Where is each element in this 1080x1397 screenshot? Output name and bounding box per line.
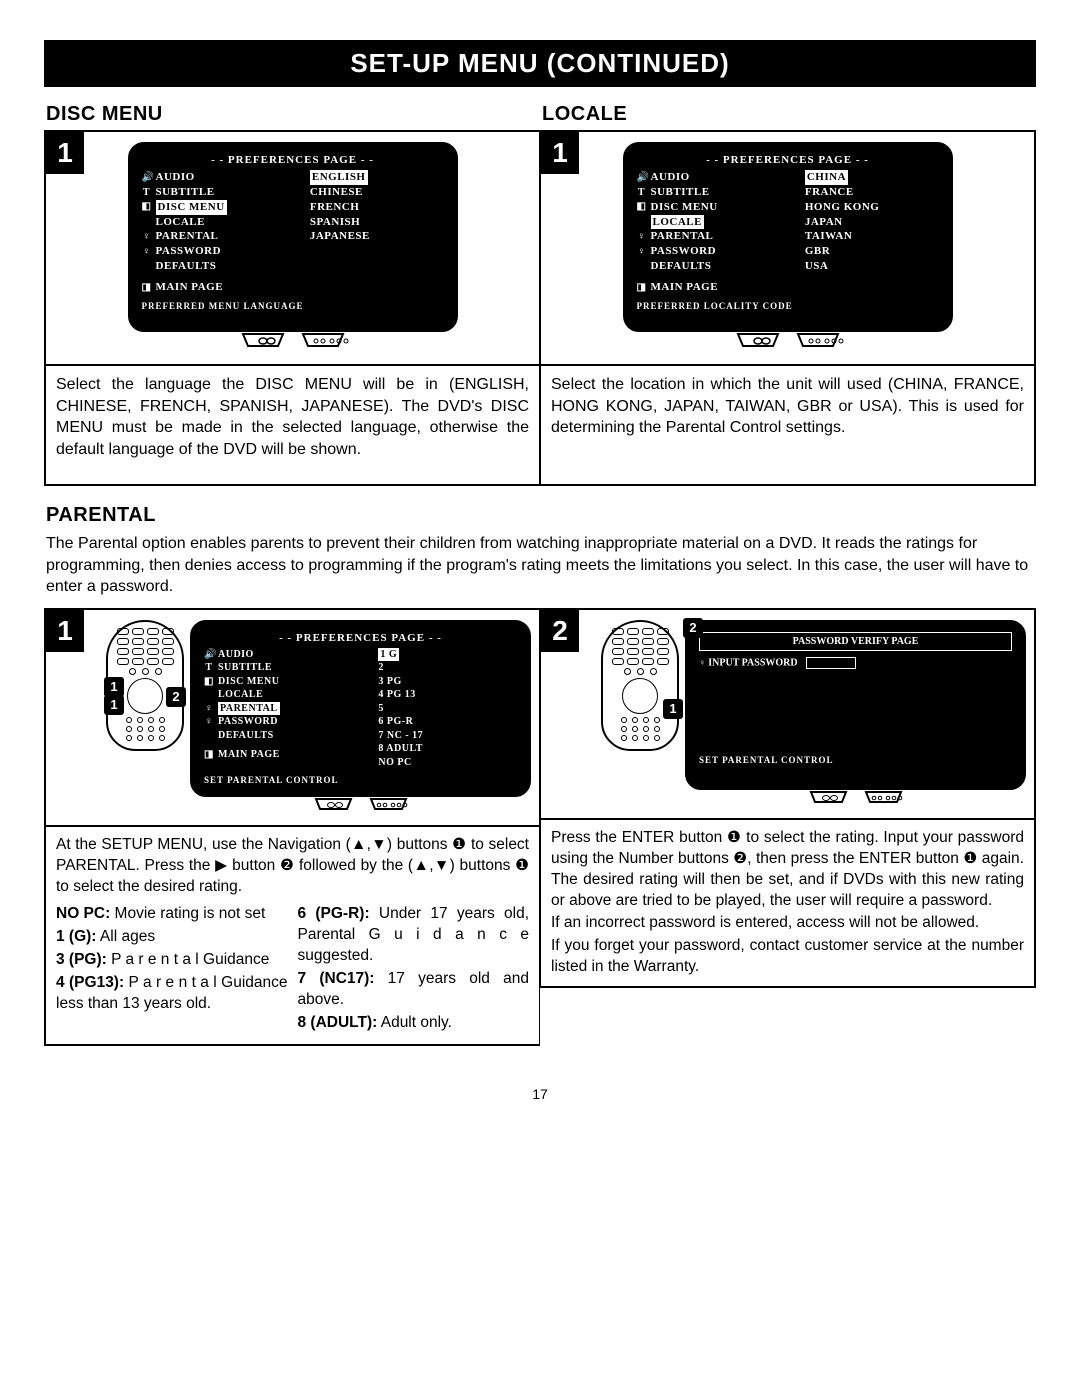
- disc-menu-title: DISC MENU: [46, 103, 540, 126]
- disc-menu-desc: Select the language the DISC MENU will b…: [46, 364, 539, 484]
- tv-stand-icon: [128, 332, 458, 358]
- parental-intro: The Parental option enables parents to p…: [46, 533, 1034, 598]
- callout-1: 1: [663, 699, 683, 719]
- tv-footer: SET PARENTAL CONTROL: [204, 775, 517, 785]
- parental-step2-box: 2 2 1: [540, 608, 1036, 988]
- parental-step1-desc: At the SETUP MENU, use the Navigation (▲…: [46, 825, 539, 1043]
- page-number: 17: [44, 1086, 1036, 1102]
- tv-footer: SET PARENTAL CONTROL: [699, 755, 1012, 765]
- callout-1: 1: [104, 677, 124, 697]
- step-number: 1: [541, 132, 579, 174]
- remote-icon: 1 2 1: [106, 620, 184, 751]
- tv-screen-parental2: PASSWORD VERIFY PAGE ♀ INPUT PASSWORD SE…: [685, 620, 1026, 790]
- tv-screen-parental1: - - PREFERENCES PAGE - - 🔊AUDIOTSUBTITLE…: [190, 620, 531, 798]
- password-box-icon: [806, 657, 856, 669]
- tv-title: - - PREFERENCES PAGE - -: [204, 632, 517, 644]
- locale-box: 1 - - PREFERENCES PAGE - - 🔊AUDIOTSUBTIT…: [540, 130, 1036, 486]
- tv-stand-icon: [716, 790, 996, 812]
- parental-title: PARENTAL: [46, 504, 1036, 527]
- locale-title: LOCALE: [542, 103, 1036, 126]
- tv-stand-icon: [623, 332, 953, 358]
- parental-step1-box: 1 1 2 1: [44, 608, 540, 1046]
- remote-icon: 2 1: [601, 620, 679, 751]
- tv-title: - - PREFERENCES PAGE - -: [637, 154, 939, 166]
- tv-screen-locale: - - PREFERENCES PAGE - - 🔊AUDIOTSUBTITLE…: [623, 142, 953, 332]
- step-number: 1: [46, 610, 84, 652]
- page-banner: SET-UP MENU (CONTINUED): [44, 40, 1036, 87]
- step-number: 1: [46, 132, 84, 174]
- locale-desc: Select the location in which the unit wi…: [541, 364, 1034, 484]
- callout-1b: 1: [104, 695, 124, 715]
- parental-step2-desc: Press the ENTER button ❶ to select the r…: [541, 818, 1034, 986]
- tv-footer: PREFERRED MENU LANGUAGE: [142, 301, 444, 311]
- callout-2: 2: [683, 618, 703, 638]
- tv-screen-disc-menu: - - PREFERENCES PAGE - - 🔊AUDIOTSUBTITLE…: [128, 142, 458, 332]
- callout-2: 2: [166, 687, 186, 707]
- tv-title: PASSWORD VERIFY PAGE: [706, 636, 1005, 647]
- step-number: 2: [541, 610, 579, 652]
- disc-menu-box: 1 - - PREFERENCES PAGE - - 🔊AUDIOTSUBTIT…: [44, 130, 540, 486]
- tv-stand-icon: [221, 797, 501, 819]
- tv-title: - - PREFERENCES PAGE - -: [142, 154, 444, 166]
- tv-footer: PREFERRED LOCALITY CODE: [637, 301, 939, 311]
- input-password-label: INPUT PASSWORD: [708, 657, 797, 668]
